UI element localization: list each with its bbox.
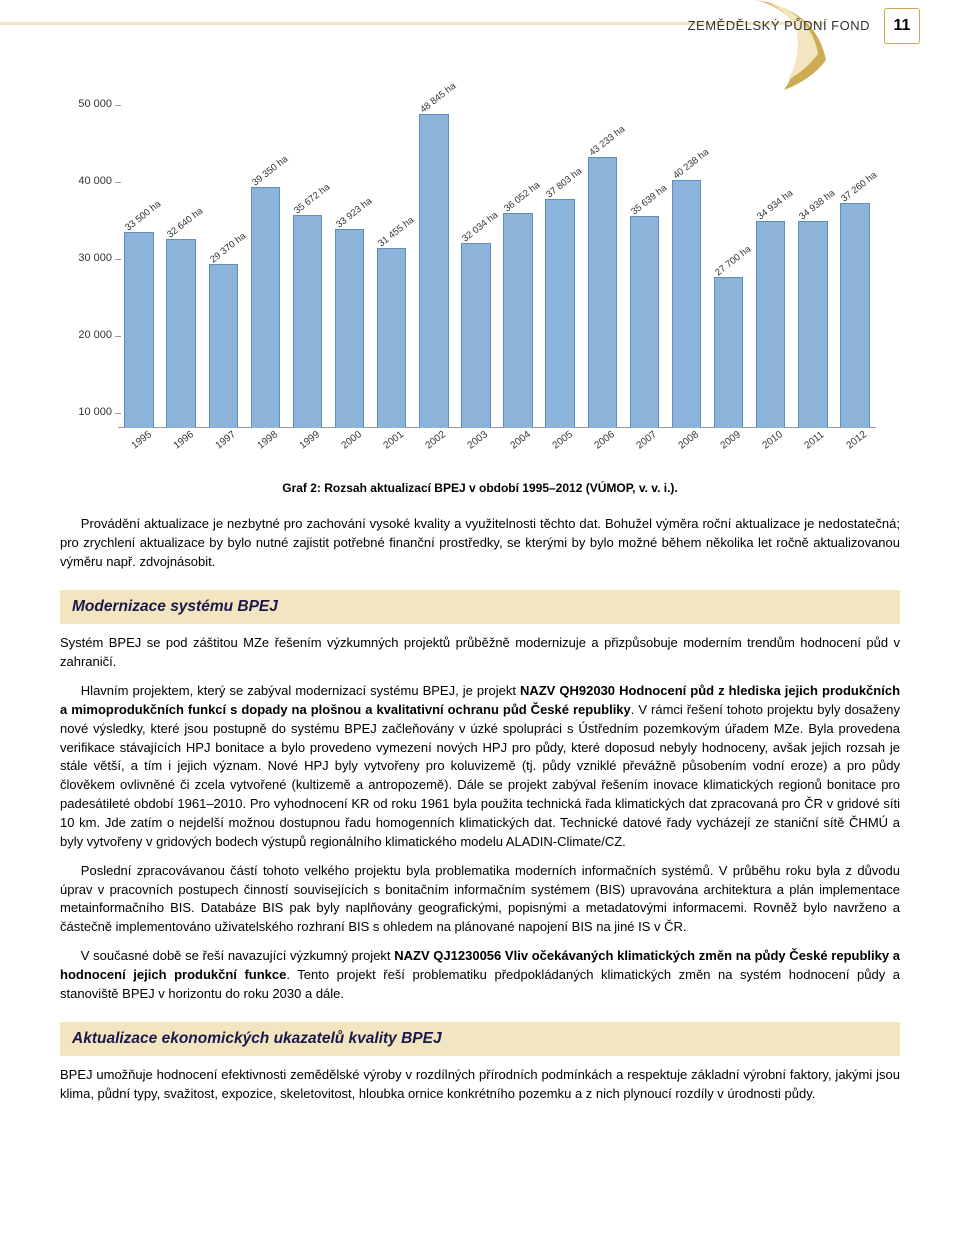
- x-tick-label: 1998: [255, 428, 281, 453]
- x-tick-label: 2007: [634, 428, 660, 453]
- section1-p2-c: . V rámci řešení tohoto projektu byly do…: [60, 702, 900, 849]
- x-tick-label: 2001: [381, 428, 407, 453]
- x-tick-label: 2008: [676, 428, 702, 453]
- x-tick-label: 2012: [844, 428, 870, 453]
- section1-p4-a: V současné době se řeší navazující výzku…: [81, 948, 394, 963]
- x-tick-label: 2003: [465, 428, 491, 453]
- bpej-chart: 10 00020 00030 00040 00050 00033 500 ha3…: [60, 90, 880, 470]
- intro-paragraph: Provádění aktualizace je nezbytné pro za…: [60, 515, 900, 572]
- x-tick-label: 2010: [760, 428, 786, 453]
- section-heading-aktualizace: Aktualizace ekonomických ukazatelů kvali…: [60, 1022, 900, 1056]
- x-tick-label: 2009: [718, 428, 744, 453]
- section-heading-modernizace: Modernizace systému BPEJ: [60, 590, 900, 624]
- x-tick-label: 1995: [129, 428, 155, 453]
- x-tick-label: 2004: [508, 428, 534, 453]
- x-tick-label: 2006: [592, 428, 618, 453]
- section1-p4: V současné době se řeší navazující výzku…: [60, 947, 900, 1004]
- page-number: 11: [884, 8, 920, 44]
- section2-p1: BPEJ umožňuje hodnocení efektivnosti zem…: [60, 1066, 900, 1104]
- x-tick-label: 2000: [339, 428, 365, 453]
- section1-p2: Hlavním projektem, který se zabýval mode…: [60, 682, 900, 852]
- section1-p3: Poslední zpracovávanou částí tohoto velk…: [60, 862, 900, 937]
- x-tick-label: 1999: [297, 428, 323, 453]
- section-title: ZEMĚDĚLSKÝ PŮDNÍ FOND: [688, 17, 870, 36]
- x-tick-label: 1997: [213, 428, 239, 453]
- section1-p1: Systém BPEJ se pod záštitou MZe řešením …: [60, 634, 900, 672]
- x-tick-label: 2002: [423, 428, 449, 453]
- x-tick-label: 2011: [802, 429, 828, 454]
- section1-p2-a: Hlavním projektem, který se zabýval mode…: [81, 683, 520, 698]
- x-tick-label: 2005: [550, 428, 576, 453]
- chart-caption: Graf 2: Rozsah aktualizací BPEJ v období…: [60, 480, 900, 497]
- x-tick-label: 1996: [171, 428, 197, 453]
